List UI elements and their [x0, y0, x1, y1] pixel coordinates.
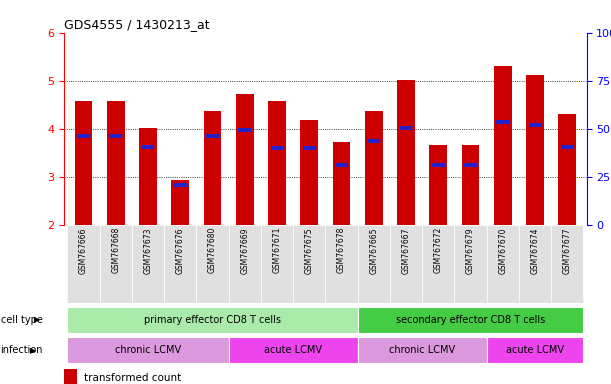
- Bar: [397, 80, 415, 225]
- Bar: [261, 33, 293, 225]
- Bar: [303, 146, 316, 150]
- Bar: [67, 225, 100, 303]
- Bar: [132, 33, 164, 225]
- Bar: [551, 33, 584, 225]
- Text: GSM767665: GSM767665: [369, 227, 378, 273]
- Text: secondary effector CD8 T cells: secondary effector CD8 T cells: [396, 314, 545, 325]
- Bar: [132, 225, 164, 303]
- Text: GSM767669: GSM767669: [240, 227, 249, 273]
- Bar: [142, 145, 155, 149]
- Bar: [293, 33, 325, 225]
- Bar: [139, 128, 157, 225]
- Text: acute LCMV: acute LCMV: [264, 345, 322, 356]
- Bar: [455, 33, 486, 225]
- Bar: [229, 338, 357, 363]
- Text: chronic LCMV: chronic LCMV: [115, 345, 181, 356]
- Bar: [229, 33, 261, 225]
- Bar: [551, 225, 584, 303]
- Bar: [390, 225, 422, 303]
- Bar: [64, 369, 77, 384]
- Bar: [164, 33, 196, 225]
- Bar: [164, 225, 196, 303]
- Text: GSM767676: GSM767676: [176, 227, 185, 273]
- Bar: [67, 33, 100, 225]
- Bar: [301, 121, 318, 225]
- Bar: [229, 225, 261, 303]
- Bar: [519, 225, 551, 303]
- Text: GSM767679: GSM767679: [466, 227, 475, 273]
- Bar: [519, 33, 551, 225]
- Bar: [365, 111, 382, 225]
- Bar: [196, 225, 229, 303]
- Bar: [461, 145, 480, 225]
- Text: GSM767668: GSM767668: [111, 227, 120, 273]
- Bar: [486, 33, 519, 225]
- Text: GSM767673: GSM767673: [144, 227, 153, 273]
- Text: chronic LCMV: chronic LCMV: [389, 345, 455, 356]
- Text: ▶: ▶: [30, 346, 37, 355]
- Bar: [432, 163, 445, 167]
- Bar: [486, 338, 584, 363]
- Bar: [561, 145, 574, 149]
- Bar: [100, 33, 132, 225]
- Text: GSM767674: GSM767674: [530, 227, 540, 273]
- Bar: [236, 94, 254, 225]
- Text: infection: infection: [1, 345, 43, 356]
- Bar: [271, 146, 284, 150]
- Bar: [77, 134, 90, 138]
- Text: acute LCMV: acute LCMV: [506, 345, 564, 356]
- Bar: [422, 225, 455, 303]
- Bar: [196, 33, 229, 225]
- Bar: [109, 134, 122, 138]
- Text: ▶: ▶: [34, 315, 41, 324]
- Bar: [268, 101, 286, 225]
- Bar: [67, 307, 357, 333]
- Bar: [293, 225, 325, 303]
- Text: GSM767680: GSM767680: [208, 227, 217, 273]
- Bar: [496, 120, 509, 124]
- Bar: [261, 225, 293, 303]
- Text: GSM767672: GSM767672: [434, 227, 443, 273]
- Text: GSM767670: GSM767670: [498, 227, 507, 273]
- Text: GSM767675: GSM767675: [305, 227, 313, 273]
- Bar: [464, 163, 477, 167]
- Bar: [67, 338, 229, 363]
- Bar: [430, 146, 447, 225]
- Bar: [174, 184, 187, 187]
- Text: cell type: cell type: [1, 314, 43, 325]
- Bar: [325, 225, 357, 303]
- Bar: [422, 33, 455, 225]
- Text: GSM767677: GSM767677: [563, 227, 572, 273]
- Bar: [325, 33, 357, 225]
- Bar: [332, 142, 350, 225]
- Bar: [357, 33, 390, 225]
- Bar: [357, 307, 584, 333]
- Bar: [494, 66, 511, 225]
- Bar: [558, 114, 576, 225]
- Text: primary effector CD8 T cells: primary effector CD8 T cells: [144, 314, 281, 325]
- Text: GSM767667: GSM767667: [401, 227, 411, 273]
- Bar: [100, 225, 132, 303]
- Bar: [107, 101, 125, 225]
- Text: transformed count: transformed count: [84, 373, 181, 383]
- Text: GSM767678: GSM767678: [337, 227, 346, 273]
- Text: GDS4555 / 1430213_at: GDS4555 / 1430213_at: [64, 18, 210, 31]
- Text: GSM767666: GSM767666: [79, 227, 88, 273]
- Bar: [486, 225, 519, 303]
- Bar: [75, 101, 92, 225]
- Bar: [335, 163, 348, 167]
- Bar: [357, 225, 390, 303]
- Bar: [367, 139, 380, 142]
- Bar: [203, 111, 221, 225]
- Bar: [357, 338, 486, 363]
- Bar: [455, 225, 486, 303]
- Bar: [171, 180, 189, 225]
- Bar: [529, 123, 541, 127]
- Bar: [400, 126, 412, 130]
- Text: GSM767671: GSM767671: [273, 227, 282, 273]
- Bar: [526, 75, 544, 225]
- Bar: [238, 128, 251, 132]
- Bar: [390, 33, 422, 225]
- Bar: [206, 134, 219, 138]
